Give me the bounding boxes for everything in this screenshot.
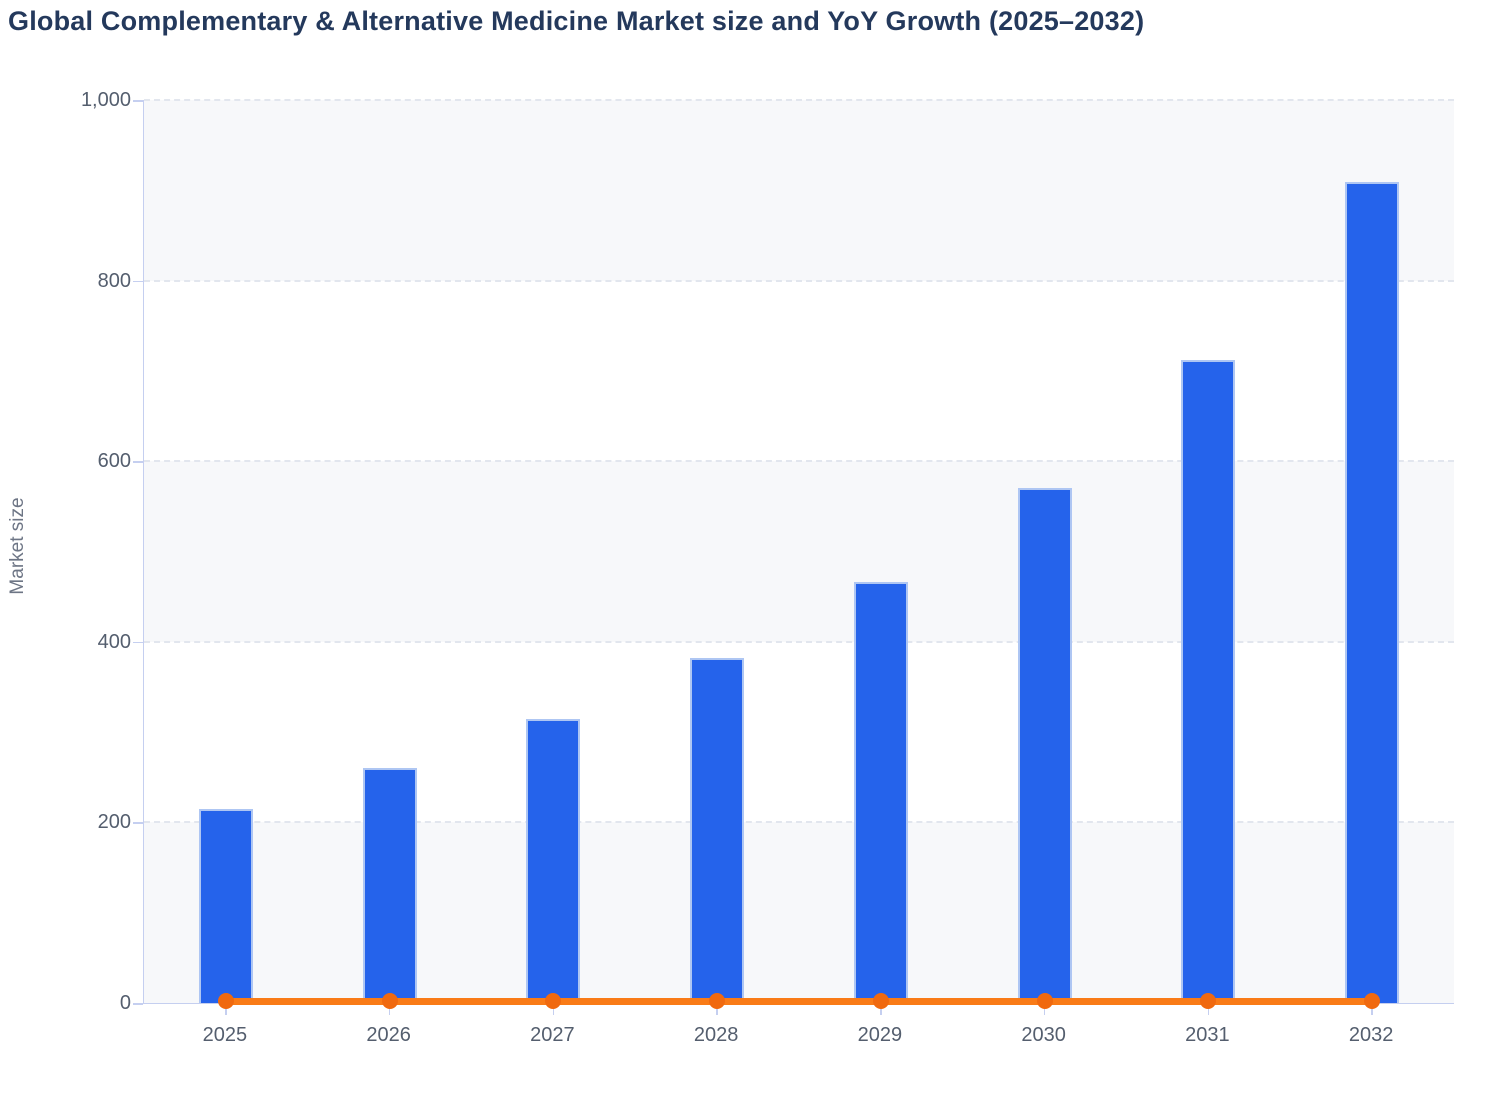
yoy-marker-2026 [381, 993, 398, 1009]
x-tick-label: 2031 [1185, 1024, 1230, 1046]
x-tick-mark [552, 1003, 555, 1015]
y-tick-mark [133, 100, 143, 102]
x-tick-label: 2028 [693, 1024, 739, 1046]
plot-band [144, 461, 1454, 642]
x-tick-label: 2025 [202, 1024, 248, 1046]
y-tick-label: 400 [97, 630, 131, 653]
yoy-marker-2032 [1364, 993, 1381, 1009]
yoy-marker-2031 [1200, 993, 1217, 1009]
yoy-marker-2029 [872, 993, 889, 1009]
x-tick-mark [1207, 1003, 1210, 1015]
yoy-marker-2028 [709, 993, 726, 1009]
yoy-marker-2027 [545, 993, 562, 1009]
x-tick-mark [1371, 1003, 1373, 1015]
plot-band [144, 822, 1454, 1003]
gridline-200 [144, 821, 1454, 824]
y-tick-label: 800 [97, 269, 131, 292]
y-tick-label: 200 [97, 811, 131, 834]
y-tick-mark [133, 1003, 143, 1005]
plot-band [144, 641, 1454, 823]
x-tick-label: 2026 [366, 1024, 411, 1046]
y-tick-mark [133, 822, 143, 824]
gridline-600 [144, 460, 1454, 463]
y-tick-mark [133, 461, 143, 463]
gridline-400 [144, 640, 1454, 643]
plot-band [144, 100, 1454, 281]
bar-2031 [1181, 360, 1236, 1003]
y-tick-label: 600 [97, 450, 131, 473]
bar-2028 [690, 658, 745, 1003]
bar-2029 [853, 582, 908, 1003]
yoy-marker-2030 [1036, 993, 1053, 1009]
yoy-marker-2025 [217, 993, 234, 1009]
bar-2027 [526, 718, 581, 1003]
y-tick-label: 0 [119, 992, 131, 1014]
x-tick-mark [225, 1003, 227, 1015]
chart-title: Global Complementary & Alternative Medic… [8, 6, 1145, 36]
x-tick-label: 2032 [1348, 1024, 1394, 1046]
bar-2030 [1017, 488, 1072, 1003]
x-tick-mark [716, 1003, 718, 1015]
gridline-800 [144, 279, 1454, 282]
y-axis-title: Market size [7, 497, 28, 595]
plot-area [143, 99, 1454, 1015]
x-tick-mark [1043, 1003, 1046, 1015]
x-tick-label: 2027 [530, 1024, 575, 1046]
gridline-1000 [144, 99, 1454, 101]
y-tick-mark [133, 641, 143, 644]
x-tick-label: 2030 [1021, 1024, 1066, 1046]
y-tick-mark [133, 280, 143, 283]
x-tick-label: 2029 [857, 1024, 903, 1046]
y-tick-label: 1,000 [80, 89, 131, 111]
plot-band [144, 280, 1454, 462]
x-tick-mark [880, 1003, 882, 1015]
x-tick-mark [388, 1003, 391, 1015]
bar-2025 [198, 808, 253, 1003]
bar-2026 [362, 768, 417, 1003]
bar-2032 [1345, 182, 1400, 1003]
